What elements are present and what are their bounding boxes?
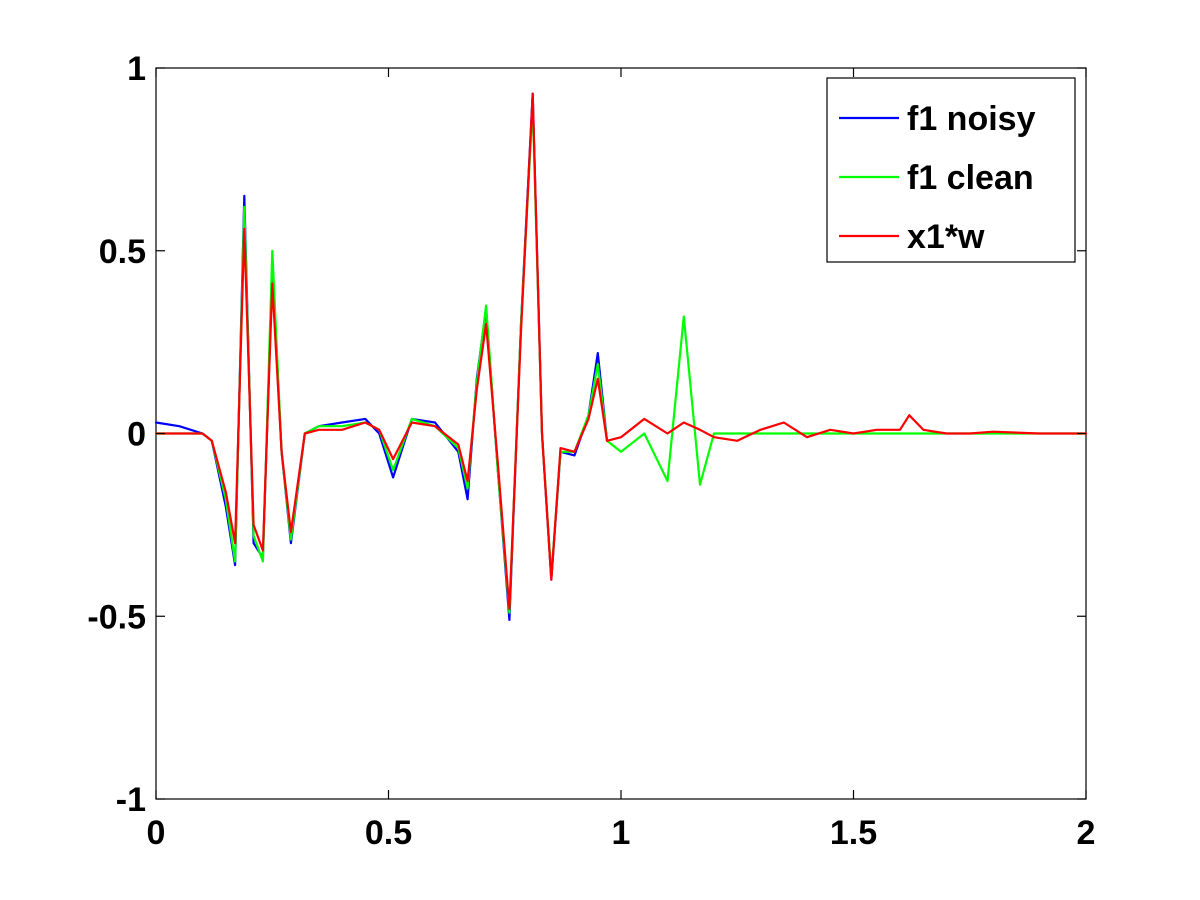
y-tick-label: -1 (116, 781, 146, 819)
x-tick-label: 2 (1077, 814, 1096, 852)
legend-box (826, 77, 1076, 263)
legend: f1 noisy f1 clean x1*w (826, 77, 1076, 263)
y-tick-label: -0.5 (87, 598, 146, 636)
legend-label: f1 noisy (907, 100, 1036, 138)
x-tick-label: 1 (612, 814, 631, 852)
series-group (154, 92, 1088, 621)
y-tick-label: 1 (127, 50, 146, 88)
x-tick-label: 0 (147, 814, 166, 852)
x-tick-label: 1.5 (830, 814, 877, 852)
y-axis: -1 -0.5 0 0.5 1 (87, 50, 1086, 819)
legend-label: f1 clean (907, 159, 1034, 197)
y-tick-label: 0.5 (99, 233, 146, 271)
series-line-3 (154, 92, 1088, 610)
x-axis: 0 0.5 1 1.5 2 (147, 68, 1096, 852)
legend-label: x1*w (907, 218, 985, 256)
y-tick-label: 0 (127, 416, 146, 454)
x-tick-label: 0.5 (365, 814, 412, 852)
